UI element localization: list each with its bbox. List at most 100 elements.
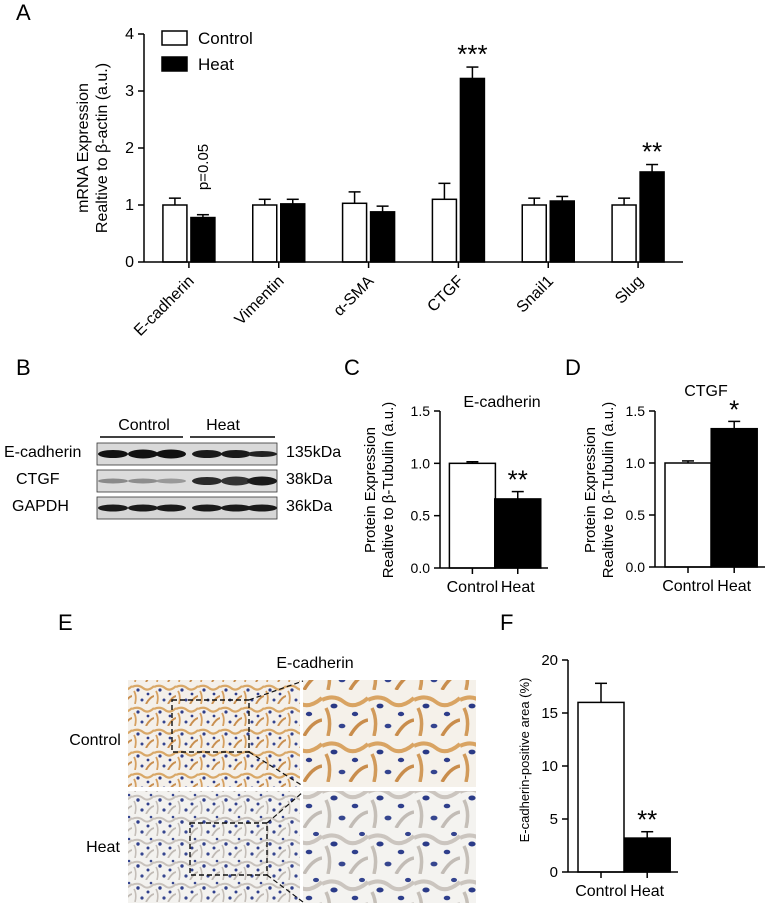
blot-band-gapdh-lane-2 bbox=[128, 504, 158, 512]
blot-band-ctgf-lane-3 bbox=[156, 478, 186, 484]
blot-band-e-cadherin-lane-2 bbox=[128, 449, 158, 459]
a-xtick-label-slug: Slug bbox=[612, 273, 647, 308]
c-annotation-heat: ** bbox=[508, 465, 528, 495]
panel-d-ylabel-line1: Protein Expression bbox=[582, 427, 599, 553]
blot-group-heat: Heat bbox=[206, 417, 240, 434]
blot-size-gapdh: 36kDa bbox=[286, 498, 332, 515]
a-ytick-label-4: 4 bbox=[125, 26, 134, 43]
a-xtick-label-vimentin: Vimentin bbox=[232, 273, 288, 329]
panel-label-d: D bbox=[565, 355, 581, 380]
a-bar-heat-snail1 bbox=[549, 200, 575, 263]
blot-band-gapdh-lane-3 bbox=[156, 504, 186, 512]
legend-swatch-heat bbox=[161, 56, 188, 72]
ihc-image-control-low bbox=[128, 680, 300, 787]
a-ytick-label-2: 2 bbox=[125, 140, 134, 157]
f-bar-heat bbox=[623, 837, 671, 873]
legend-swatch-control bbox=[161, 30, 188, 46]
a-bar-control-slug bbox=[611, 204, 637, 263]
panel-e-ihc: E-cadherin Control Heat bbox=[69, 655, 476, 903]
panel-a-legend: Control Heat bbox=[161, 29, 253, 74]
f-annotation-heat: ** bbox=[637, 805, 657, 835]
panel-c-ylabel-line2: Realtive to β-Tubulin (a.u.) bbox=[380, 402, 397, 578]
c-ytick-label-1: 0.5 bbox=[411, 508, 431, 524]
blot-band-e-cadherin-lane-4 bbox=[192, 450, 222, 458]
a-bar-heat-vimentin bbox=[280, 203, 306, 263]
c-xtick-label-control: Control bbox=[447, 579, 499, 596]
a-bar-control-ctgf bbox=[431, 198, 458, 263]
panel-a-ylabel-line2: Realtive to β-actin (a.u.) bbox=[94, 63, 111, 233]
a-ytick-label-0: 0 bbox=[125, 254, 134, 271]
d-annotation-heat: * bbox=[729, 394, 739, 424]
blot-band-ctgf-lane-4 bbox=[192, 477, 222, 485]
c-ytick-label-2: 1.0 bbox=[411, 455, 431, 471]
a-xtick-label-snail1: Snail1 bbox=[514, 273, 558, 317]
ihc-title: E-cadherin bbox=[276, 655, 353, 672]
a-annotation-slug: ** bbox=[642, 137, 662, 167]
f-ytick-label-4: 20 bbox=[541, 652, 558, 669]
d-ytick-label-0: 0.0 bbox=[626, 559, 646, 575]
a-bar-heat-sma bbox=[369, 211, 396, 263]
ihc-row-label-control: Control bbox=[69, 732, 121, 749]
panel-a-ylabel-line1: mRNA Expression bbox=[75, 83, 92, 213]
d-bar-heat bbox=[710, 427, 758, 568]
a-xtick-label-e-cadherin: E-cadherin bbox=[131, 273, 198, 340]
blot-band-gapdh-lane-5 bbox=[221, 504, 251, 512]
f-ytick-label-2: 10 bbox=[541, 758, 558, 775]
panel-c-ylabel-line1: Protein Expression bbox=[362, 427, 379, 553]
a-annotation-ctgf: *** bbox=[457, 39, 487, 69]
blot-band-e-cadherin-lane-1 bbox=[98, 450, 128, 458]
panel-label-b: B bbox=[16, 355, 31, 380]
f-bar-control bbox=[577, 701, 625, 873]
f-xtick-label-heat: Heat bbox=[630, 883, 664, 900]
a-xtick-label-sma: α-SMA bbox=[331, 273, 378, 320]
panel-label-a: A bbox=[16, 0, 31, 25]
blot-band-ctgf-lane-6 bbox=[247, 476, 277, 486]
ihc-row-label-heat: Heat bbox=[86, 839, 120, 856]
panel-c-chart: E-cadherin ** 0.0 0.5 1.0 1.5 Control Heat P… bbox=[362, 394, 548, 596]
blot-band-ctgf-lane-5 bbox=[221, 476, 251, 486]
ihc-zoom-line-control-top bbox=[248, 680, 304, 701]
c-ytick-label-3: 1.5 bbox=[411, 403, 431, 419]
panel-b-western-blot: Control Heat E-cadherin CTGF GAPDH 135kD… bbox=[4, 417, 341, 520]
a-bar-heat-slug bbox=[639, 171, 665, 263]
a-ytick-label-1: 1 bbox=[125, 197, 134, 214]
c-bar-heat bbox=[494, 498, 542, 569]
a-bar-control-e-cadherin bbox=[162, 204, 188, 263]
blot-row-label-ctgf: CTGF bbox=[16, 471, 60, 488]
c-ytick-label-0: 0.0 bbox=[411, 560, 431, 576]
blot-band-e-cadherin-lane-6 bbox=[247, 451, 277, 457]
panel-d-chart: CTGF * 0.0 0.5 1.0 1.5 Control Heat Protein … bbox=[582, 383, 765, 595]
f-ytick-label-3: 15 bbox=[541, 705, 558, 722]
panel-label-e: E bbox=[58, 610, 73, 635]
d-ytick-label-3: 1.5 bbox=[626, 403, 646, 419]
panel-label-c: C bbox=[344, 355, 360, 380]
a-ytick-label-3: 3 bbox=[125, 83, 134, 100]
f-ytick-label-0: 0 bbox=[550, 864, 558, 881]
c-bar-control bbox=[448, 462, 497, 569]
blot-band-gapdh-lane-1 bbox=[98, 504, 128, 512]
ihc-image-control-zoom bbox=[303, 680, 476, 787]
panel-f-ylabel: E-cadherin-positive area (%) bbox=[517, 678, 532, 843]
legend-label-control: Control bbox=[198, 29, 253, 48]
blot-size-ctgf: 38kDa bbox=[286, 471, 332, 488]
d-ytick-label-2: 1.0 bbox=[626, 455, 646, 471]
a-bar-heat-ctgf bbox=[459, 77, 486, 263]
blot-group-control: Control bbox=[118, 417, 170, 434]
ihc-zoom-box-control bbox=[171, 699, 250, 753]
a-annotation-e-cadherin: p=0.05 bbox=[195, 144, 212, 190]
d-bar-control bbox=[664, 462, 712, 568]
panel-f-chart: ** 0 5 10 15 20 Control Heat E-cadherin-posit… bbox=[517, 652, 678, 900]
f-ytick-label-1: 5 bbox=[550, 811, 558, 828]
f-xtick-label-control: Control bbox=[575, 883, 627, 900]
blot-row-label-ecadherin: E-cadherin bbox=[4, 444, 81, 461]
a-bar-control-snail1 bbox=[521, 204, 547, 263]
panel-label-f: F bbox=[500, 610, 513, 635]
blot-band-ctgf-lane-2 bbox=[128, 478, 158, 484]
c-xtick-label-heat: Heat bbox=[501, 579, 535, 596]
ihc-image-heat-zoom bbox=[303, 791, 476, 903]
ihc-zoom-line-control-bottom bbox=[248, 751, 304, 787]
a-bar-control-vimentin bbox=[252, 204, 278, 263]
ihc-image-heat-low bbox=[128, 791, 300, 903]
